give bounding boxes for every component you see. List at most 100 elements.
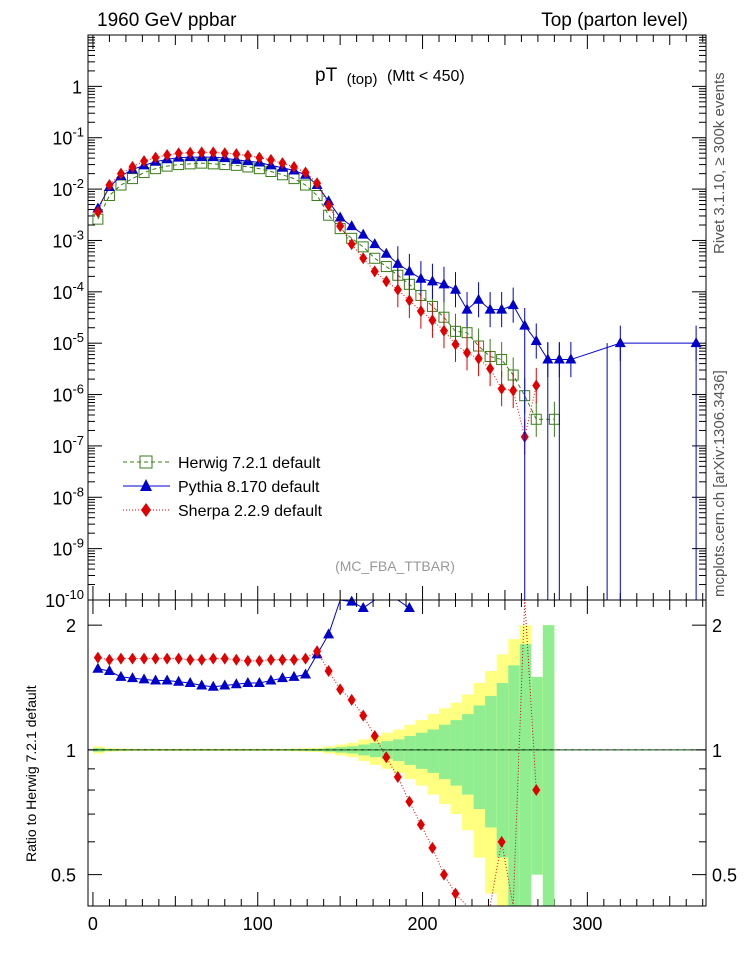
marker-pythia: [438, 278, 450, 289]
ratio-marker-sherpa: [105, 653, 114, 666]
marker-pythia: [369, 238, 381, 249]
marker-sherpa: [128, 160, 137, 173]
y-tick-label: 1: [72, 77, 82, 97]
marker-sherpa: [209, 146, 218, 159]
y-tick-label: 10-9: [52, 536, 84, 560]
marker-pythia: [415, 272, 427, 283]
marker-sherpa: [474, 352, 483, 365]
y-tick-label: 10-3: [52, 227, 84, 251]
ratio-marker-sherpa: [116, 652, 125, 665]
ratio-marker-pythia: [161, 674, 173, 685]
side-text-lower: mcplots.cern.ch [arXiv:1306.3436]: [711, 370, 728, 597]
marker-pythia: [357, 228, 369, 239]
ratio-band-green: [485, 695, 497, 828]
ratio-marker-sherpa: [428, 841, 437, 854]
main-plot: 10-10 10-9 10-8 10-7 10-6 10-5 10-4 10-3 10-2 10-…: [45, 35, 706, 611]
ratio-marker-sherpa: [290, 653, 298, 666]
y-tick-label: 10-6: [52, 382, 84, 406]
marker-pythia: [519, 319, 531, 330]
ratio-marker-pythia: [276, 672, 288, 683]
marker-pythia: [450, 283, 462, 294]
ratio-marker-sherpa: [324, 665, 333, 678]
marker-sherpa: [290, 160, 298, 173]
marker-sherpa: [232, 148, 241, 161]
ratio-marker-pythia: [300, 668, 312, 679]
legend: Herwig 7.2.1 default Pythia 8.170 defaul…: [123, 455, 323, 520]
ratio-marker-pythia: [219, 679, 231, 690]
marker-pythia: [334, 211, 346, 222]
side-text-upper: Rivet 3.1.10, ≥ 300k events: [711, 72, 728, 254]
ratio-marker-sherpa: [382, 751, 391, 764]
legend-label-herwig: Herwig 7.2.1 default: [178, 455, 321, 472]
marker-herwig: [357, 241, 369, 253]
marker-sherpa: [313, 177, 322, 190]
x-tick-label: 300: [572, 914, 602, 934]
marker-pythia: [461, 303, 473, 314]
plot-title-sub: (top): [347, 71, 378, 88]
ratio-marker-sherpa: [186, 653, 195, 666]
marker-herwig: [115, 179, 127, 191]
ratio-band-green: [519, 644, 532, 906]
ratio-marker-sherpa: [174, 652, 183, 665]
marker-sherpa: [186, 146, 195, 159]
marker-pythia: [392, 257, 404, 268]
series-line-sherpa: [97, 151, 537, 437]
ratio-marker-pythia: [357, 601, 369, 612]
series-line-pythia: [97, 156, 697, 361]
ratio-marker-pythia: [288, 670, 300, 681]
marker-sherpa: [463, 346, 472, 359]
marker-sherpa: [116, 167, 125, 180]
ratio-plot: 0 100 200 300 0.5 0.5 1 1 2 2: [51, 595, 737, 934]
marker-sherpa: [439, 324, 448, 337]
ratio-marker-sherpa: [439, 868, 448, 881]
marker-sherpa: [451, 338, 460, 351]
header-right: Top (parton level): [541, 10, 688, 31]
marker-sherpa: [255, 151, 264, 164]
ratio-band-green: [496, 683, 509, 858]
ratio-marker-sherpa: [416, 818, 425, 831]
ratio-y-tick-label: 1: [712, 741, 722, 761]
ratio-marker-sherpa: [278, 653, 287, 666]
ratio-marker-sherpa: [347, 693, 356, 706]
series-line-herwig: [97, 162, 555, 420]
ratio-marker-sherpa: [93, 651, 102, 664]
marker-sherpa: [163, 149, 172, 162]
ratio-marker-sherpa: [393, 771, 402, 784]
marker-sherpa: [382, 275, 391, 288]
ratio-marker-pythia: [265, 674, 277, 685]
marker-sherpa: [416, 305, 425, 318]
ratio-marker-pythia: [138, 673, 150, 684]
y-tick-label: 10-4: [52, 279, 84, 303]
y-tick-label: 10-7: [52, 433, 84, 457]
marker-sherpa: [509, 384, 518, 397]
marker-sherpa: [243, 149, 252, 162]
ratio-marker-pythia: [230, 678, 242, 689]
marker-sherpa: [393, 283, 402, 296]
marker-sherpa: [197, 146, 206, 159]
y-tick-label: 10-8: [52, 484, 84, 508]
marker-sherpa: [497, 382, 506, 395]
ratio-band-green: [415, 732, 428, 769]
ratio-y-tick-label: 0.5: [712, 866, 737, 886]
marker-pythia: [565, 353, 577, 364]
ratio-marker-sherpa: [451, 887, 460, 900]
ratio-marker-sherpa: [255, 654, 264, 667]
header-left: 1960 GeV ppbar: [97, 10, 237, 31]
marker-herwig: [380, 261, 392, 273]
marker-sherpa: [266, 153, 275, 166]
marker-pythia: [426, 275, 438, 286]
marker-sherpa: [359, 252, 368, 265]
marker-pythia: [690, 337, 702, 348]
ratio-marker-sherpa: [405, 795, 414, 808]
plot-title-tail: (Mtt < 450): [387, 68, 465, 85]
ratio-y-tick-label: 2: [712, 616, 722, 636]
ratio-marker-sherpa: [197, 653, 206, 666]
x-tick-label: 100: [243, 914, 273, 934]
ratio-marker-sherpa: [163, 652, 172, 665]
marker-herwig: [300, 179, 312, 191]
ratio-marker-sherpa: [336, 683, 345, 696]
ratio-band-green: [473, 705, 486, 810]
y-tick-label: 10-1: [52, 125, 84, 149]
marker-herwig: [496, 354, 508, 366]
